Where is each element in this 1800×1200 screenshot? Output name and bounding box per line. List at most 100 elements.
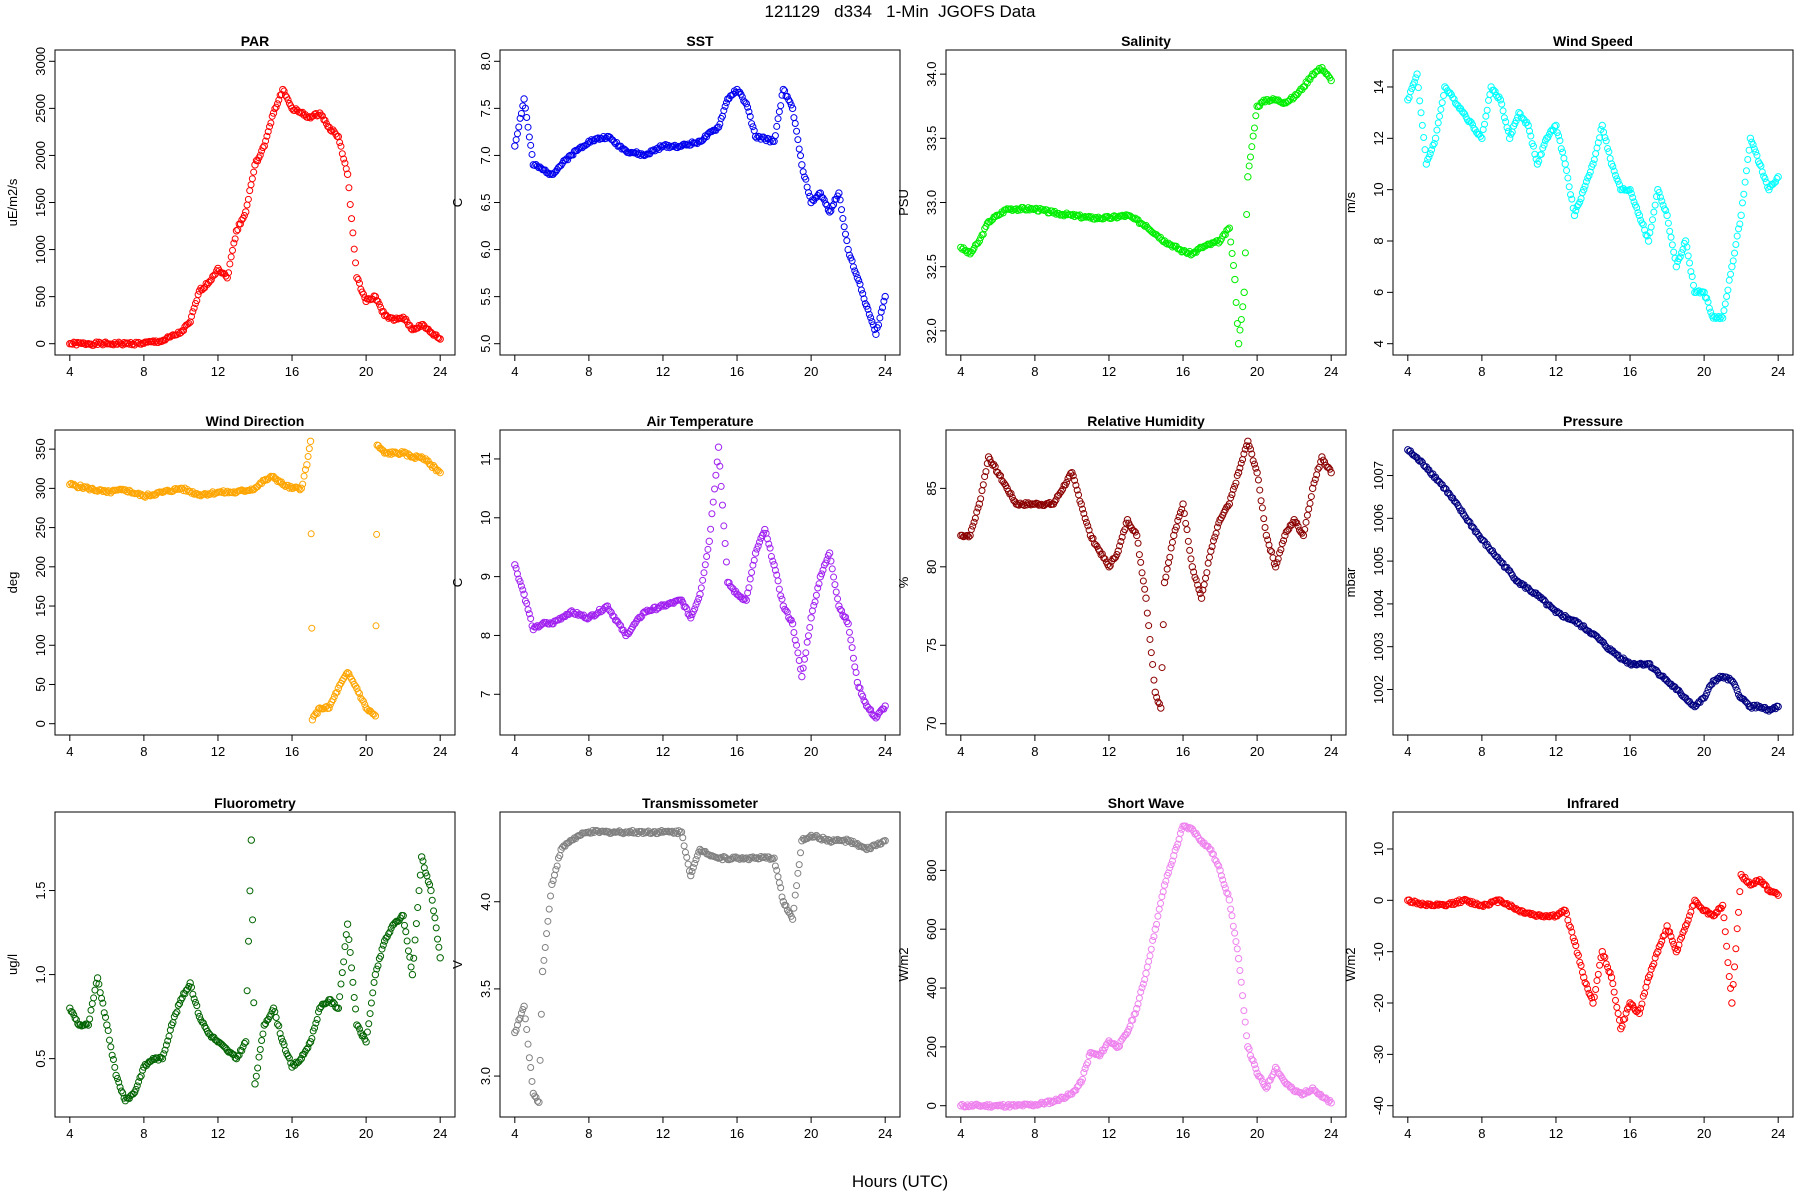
- par-ytick-label: 500: [33, 286, 48, 308]
- wind-direction-trace-point: [315, 705, 323, 713]
- air-temperature-trace-point: [818, 570, 826, 578]
- relative-humidity-trace-point: [1232, 479, 1240, 487]
- pressure-xtick-label: 20: [1697, 744, 1711, 759]
- relative-humidity-xtick-label: 24: [1324, 744, 1338, 759]
- fluorometry-trace-point: [254, 1064, 262, 1072]
- relative-humidity-data-point: [1179, 500, 1187, 508]
- relative-humidity-trace-point: [1223, 503, 1231, 511]
- short-wave-data-point: [1160, 881, 1169, 889]
- infrared-trace-point: [1762, 882, 1770, 890]
- infrared-trace-point: [1582, 980, 1590, 988]
- short-wave-trace-point: [1221, 884, 1229, 892]
- relative-humidity-trace-point: [1249, 457, 1257, 465]
- short-wave-trace-point: [1146, 952, 1154, 960]
- par-ytick-label: 2000: [33, 141, 48, 170]
- par-trace-point: [349, 229, 357, 237]
- sst-trace-point: [840, 223, 848, 231]
- par-trace-point: [180, 327, 188, 335]
- air-temperature-trace-point: [777, 592, 785, 600]
- wind-speed-ytick-label: 10: [1371, 182, 1386, 196]
- short-wave-trace-point: [1145, 957, 1153, 965]
- fluorometry-trace-point: [246, 887, 254, 895]
- relative-humidity-trace-point: [1260, 515, 1268, 523]
- fluorometry-trace-point: [162, 1041, 170, 1049]
- fluorometry-trace-point: [369, 989, 377, 997]
- panel-relative-humidity: Relative Humidity 4 8 12 16 20 24 70 75 80 85%: [896, 413, 1347, 759]
- salinity-trace-point: [1221, 231, 1229, 239]
- short-wave-xtick-label: 24: [1324, 1126, 1338, 1141]
- transmissometer-xtick-label: 20: [804, 1126, 818, 1141]
- air-temperature-trace-point: [709, 498, 717, 506]
- wind-speed-trace-point: [1503, 124, 1511, 132]
- infrared-xtick-label: 16: [1623, 1126, 1637, 1141]
- transmissometer-trace-point: [688, 867, 696, 875]
- transmissometer-trace-point: [855, 843, 863, 851]
- pressure-trace-point: [1773, 702, 1781, 710]
- par-trace-point: [259, 144, 267, 152]
- sst-xtick-label: 20: [804, 364, 818, 379]
- short-wave-trace-point: [1213, 860, 1221, 868]
- par-ytick-label: 2500: [33, 94, 48, 123]
- infrared-trace-point: [1684, 916, 1692, 924]
- infrared-trace-point: [1600, 952, 1608, 960]
- wind-direction-trace-point: [213, 489, 221, 497]
- fluorometry-trace-point: [107, 1043, 115, 1051]
- infrared-trace-point: [1658, 937, 1666, 945]
- relative-humidity-trace-point: [1280, 537, 1288, 545]
- short-wave-trace-point: [1059, 1093, 1067, 1101]
- wind-speed-trace-point: [1500, 114, 1508, 122]
- sst-trace-point: [777, 102, 785, 110]
- par-trace-point: [264, 128, 272, 136]
- relative-humidity-data-point: [1114, 547, 1122, 555]
- sst-trace-point: [859, 290, 867, 298]
- short-wave-trace-point: [1168, 857, 1176, 865]
- short-wave-data-point: [1151, 925, 1159, 933]
- par-trace-point: [236, 220, 244, 228]
- air-temperature-trace-point: [847, 636, 855, 644]
- wind-speed-trace-point: [1684, 252, 1692, 260]
- air-temperature-trace-point: [831, 581, 839, 589]
- relative-humidity-trace-point: [1258, 504, 1266, 512]
- fluorometry-ytick-label: 0.5: [33, 1050, 48, 1068]
- air-temperature-data-point: [853, 678, 862, 687]
- transmissometer-trace-point: [778, 893, 786, 901]
- wind-direction-trace-point: [354, 688, 362, 696]
- salinity-data-point: [1234, 340, 1243, 348]
- fluorometry-trace-point: [234, 1052, 242, 1060]
- infrared-trace-point: [1729, 981, 1737, 989]
- relative-humidity-trace-point: [1195, 586, 1203, 594]
- pressure-trace-point: [1679, 692, 1687, 700]
- relative-humidity-trace-point: [986, 455, 994, 463]
- sst-trace-point: [827, 207, 835, 215]
- relative-humidity-trace-point: [1227, 494, 1235, 502]
- air-temperature-trace-point: [525, 610, 533, 618]
- transmissometer-ytick-label: 3.5: [478, 980, 493, 998]
- wind-speed-xtick-label: 12: [1549, 364, 1563, 379]
- par-data-point: [343, 170, 352, 178]
- wind-speed-trace-point: [1529, 142, 1537, 150]
- par-ytick-label: 3000: [33, 47, 48, 76]
- sst-trace-point: [861, 300, 869, 308]
- wind-direction-trace-point: [202, 490, 210, 498]
- salinity-ytick-label: 33.5: [924, 126, 939, 151]
- wind-speed-trace-point: [1638, 219, 1646, 227]
- air-temperature-trace-point: [741, 595, 749, 603]
- salinity-trace-point: [1121, 213, 1129, 221]
- transmissometer-trace-point: [550, 871, 558, 879]
- air-temperature-trace-point: [716, 462, 724, 470]
- short-wave-trace-point: [1224, 890, 1232, 898]
- short-wave-trace-point: [1162, 877, 1170, 885]
- sst-trace-point: [795, 145, 803, 153]
- salinity-trace-point: [1236, 326, 1244, 334]
- infrared-trace-point: [1725, 973, 1733, 981]
- air-temperature-xtick-label: 12: [656, 744, 670, 759]
- short-wave-trace-point: [1249, 1057, 1257, 1065]
- sst-trace-point: [876, 314, 884, 322]
- wind-speed-trace-point: [1658, 197, 1666, 205]
- wind-direction-trace-point: [262, 475, 270, 483]
- par-trace-point: [246, 187, 254, 195]
- par-trace-point: [262, 137, 270, 145]
- wind-direction-trace-point: [350, 680, 358, 688]
- relative-humidity-trace-point: [979, 481, 987, 489]
- par-trace-point: [348, 215, 356, 223]
